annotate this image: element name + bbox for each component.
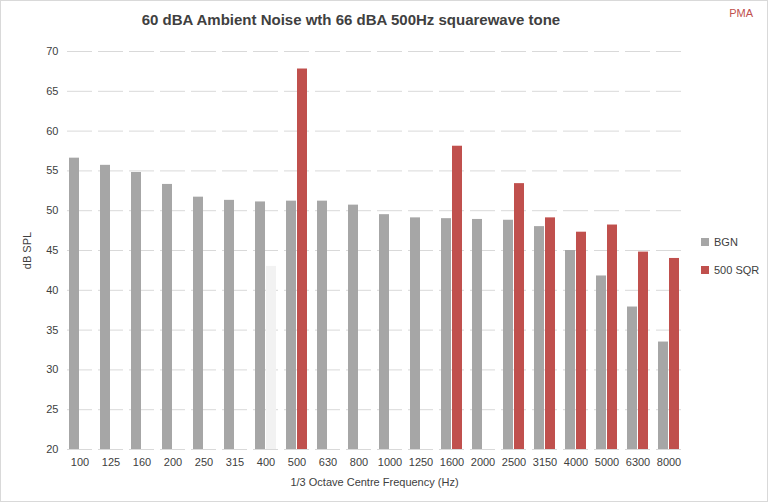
svg-text:315: 315 (226, 456, 244, 468)
svg-text:25: 25 (46, 403, 58, 415)
svg-text:4000: 4000 (564, 456, 588, 468)
html-text:PMA: PMA (729, 7, 753, 19)
html-text:BGN: BGN (714, 236, 738, 248)
svg-text:20: 20 (46, 443, 58, 455)
svg-text:45: 45 (46, 244, 58, 256)
svg-text:800: 800 (350, 456, 368, 468)
svg-text:100: 100 (71, 456, 89, 468)
svg-text:65: 65 (46, 85, 58, 97)
svg-text:6300: 6300 (626, 456, 650, 468)
svg-text:250: 250 (195, 456, 213, 468)
svg-text:630: 630 (319, 456, 337, 468)
svg-text:1250: 1250 (409, 456, 433, 468)
svg-text:70: 70 (46, 45, 58, 57)
svg-text:2500: 2500 (502, 456, 526, 468)
svg-text:35: 35 (46, 324, 58, 336)
svg-text:125: 125 (102, 456, 120, 468)
svg-text:40: 40 (46, 284, 58, 296)
svg-text:55: 55 (46, 164, 58, 176)
svg-text:2000: 2000 (471, 456, 495, 468)
html-text:60 dBA Ambient Noise wth 66 dB: 60 dBA Ambient Noise wth 66 dBA 500Hz sq… (141, 11, 561, 28)
svg-text:30: 30 (46, 363, 58, 375)
svg-text:1000: 1000 (378, 456, 402, 468)
svg-text:50: 50 (46, 204, 58, 216)
svg-text:3150: 3150 (533, 456, 557, 468)
svg-text:1/3 Octave Centre Frequency (H: 1/3 Octave Centre Frequency (Hz) (290, 476, 458, 488)
svg-text:400: 400 (257, 456, 275, 468)
html-text:500 SQR: 500 SQR (714, 264, 760, 276)
svg-text:160: 160 (133, 456, 151, 468)
svg-text:5000: 5000 (595, 456, 619, 468)
svg-text:dB SPL: dB SPL (21, 232, 33, 269)
svg-text:8000: 8000 (657, 456, 681, 468)
svg-text:1600: 1600 (440, 456, 464, 468)
svg-text:200: 200 (164, 456, 182, 468)
svg-text:60: 60 (46, 125, 58, 137)
svg-text:500: 500 (288, 456, 306, 468)
